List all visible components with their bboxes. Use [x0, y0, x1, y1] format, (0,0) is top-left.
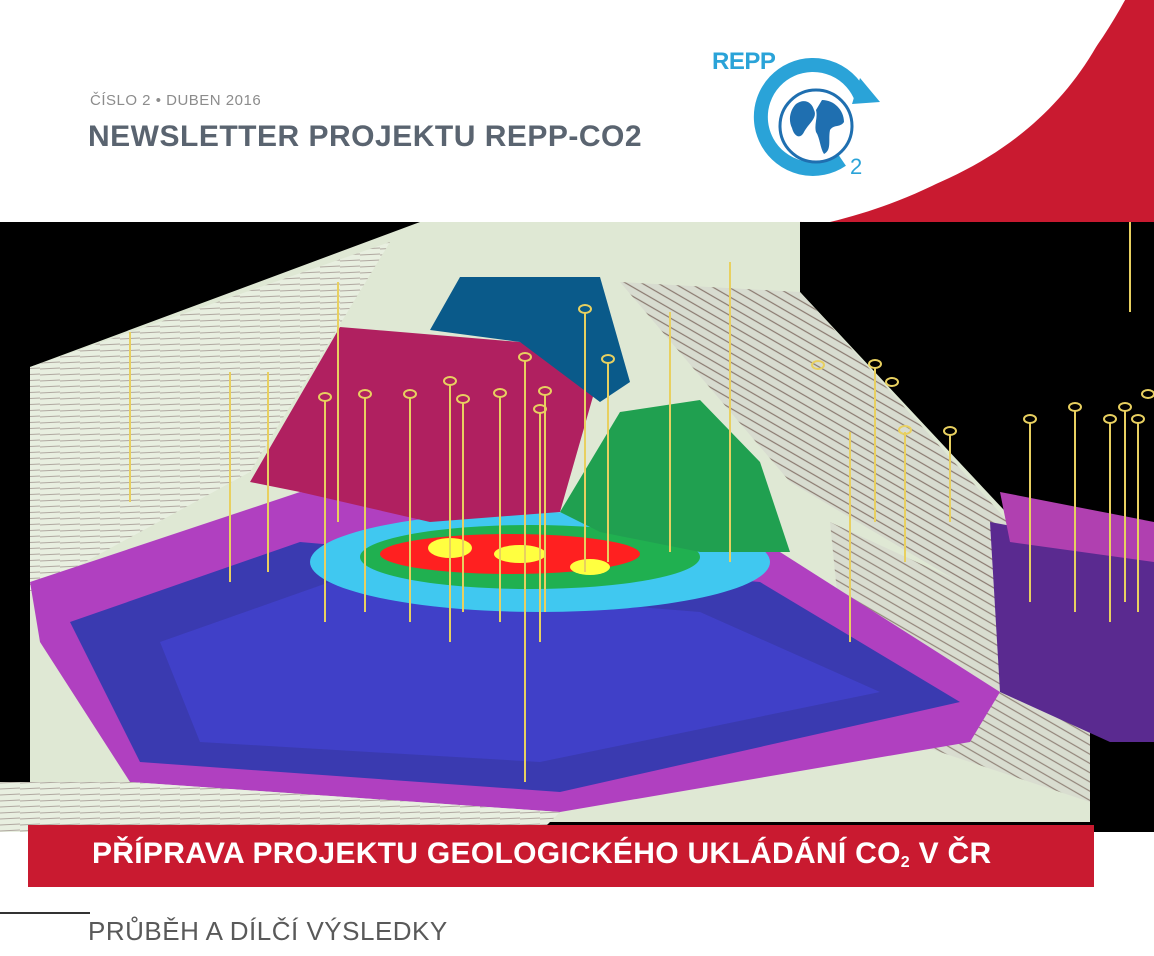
- headline-text: PŘÍPRAVA PROJEKTU GEOLOGICKÉHO UKLÁDÁNÍ …: [92, 837, 992, 871]
- repp-co2-logo: REPP 2: [712, 40, 900, 190]
- newsletter-title: NEWSLETTER PROJEKTU REPP-CO2: [88, 120, 643, 153]
- divider-rule: [0, 912, 90, 914]
- issue-line: ČÍSLO 2 • DUBEN 2016: [90, 92, 262, 109]
- headline-banner: PŘÍPRAVA PROJEKTU GEOLOGICKÉHO UKLÁDÁNÍ …: [28, 825, 1094, 887]
- globe-icon: 2: [753, 57, 880, 179]
- subtitle: PRŮBĚH A DÍLČÍ VÝSLEDKY: [88, 916, 448, 946]
- logo-subscript: 2: [850, 154, 862, 179]
- seismic-3d-visualization: [0, 222, 1154, 832]
- logo-text: REPP: [712, 48, 776, 75]
- red-swoosh-decoration: [800, 0, 1154, 222]
